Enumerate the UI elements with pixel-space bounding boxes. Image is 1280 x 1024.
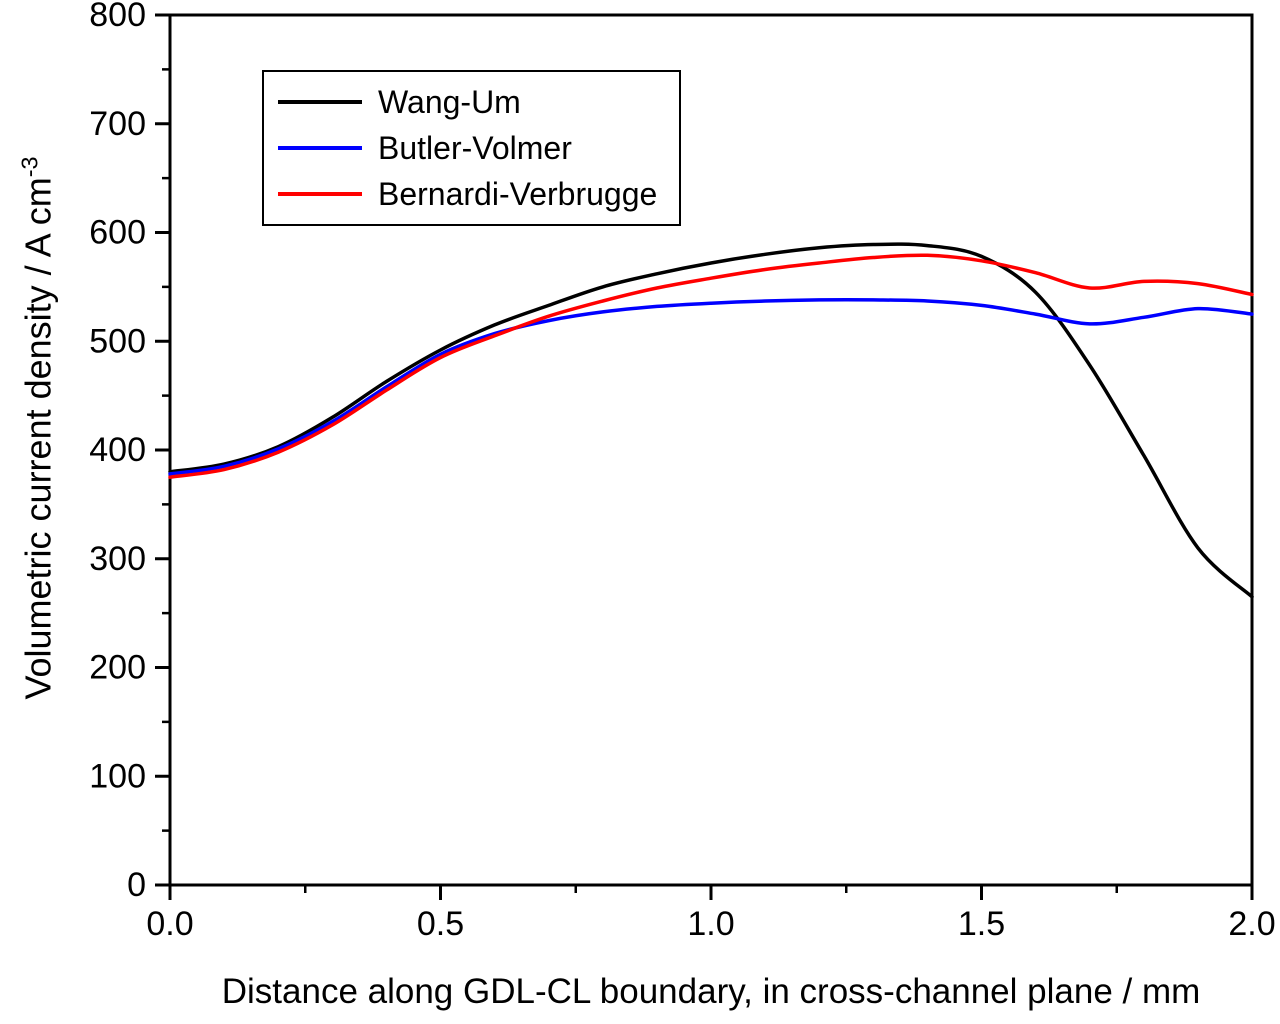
- legend-label: Wang-Um: [378, 84, 521, 120]
- legend-label: Bernardi-Verbrugge: [378, 176, 658, 212]
- series-line-butler-volmer: [168, 298, 1254, 476]
- x-tick-label: 0.0: [146, 905, 193, 943]
- y-tick-label: 100: [89, 757, 146, 795]
- x-tick-label: 0.5: [417, 905, 464, 943]
- y-tick-label: 200: [89, 649, 146, 687]
- y-tick-label: 300: [89, 540, 146, 578]
- legend: Wang-Um Butler-Volmer Bernardi-Verbrugge: [262, 70, 682, 226]
- legend-line-swatch: [278, 146, 362, 150]
- y-axis-label-text: Volumetric current density / A cm: [17, 177, 59, 700]
- y-tick-label: 0: [127, 866, 146, 904]
- y-tick-label: 600: [89, 214, 146, 252]
- legend-line-swatch: [278, 100, 362, 104]
- series-line-bernardi-verbrugge: [168, 253, 1254, 479]
- x-axis-label: Distance along GDL-CL boundary, in cross…: [221, 972, 1201, 1011]
- legend-item: Wang-Um: [278, 80, 657, 124]
- x-tick-label: 2.0: [1228, 905, 1275, 943]
- legend-line-swatch: [278, 192, 362, 196]
- y-tick-label: 800: [89, 0, 146, 34]
- x-tick-label: 1.5: [958, 905, 1005, 943]
- series-line-wang-um: [168, 242, 1254, 599]
- y-tick-label: 500: [89, 322, 146, 360]
- y-axis-label: Volumetric current density / A cm-3: [17, 156, 60, 699]
- legend-item: Bernardi-Verbrugge: [278, 172, 657, 216]
- legend-item: Butler-Volmer: [278, 126, 657, 170]
- y-tick-label: 400: [89, 431, 146, 469]
- legend-label: Butler-Volmer: [378, 130, 572, 166]
- y-axis-label-exponent: -3: [16, 156, 43, 178]
- x-tick-label: 1.0: [687, 905, 734, 943]
- y-tick-label: 700: [89, 105, 146, 143]
